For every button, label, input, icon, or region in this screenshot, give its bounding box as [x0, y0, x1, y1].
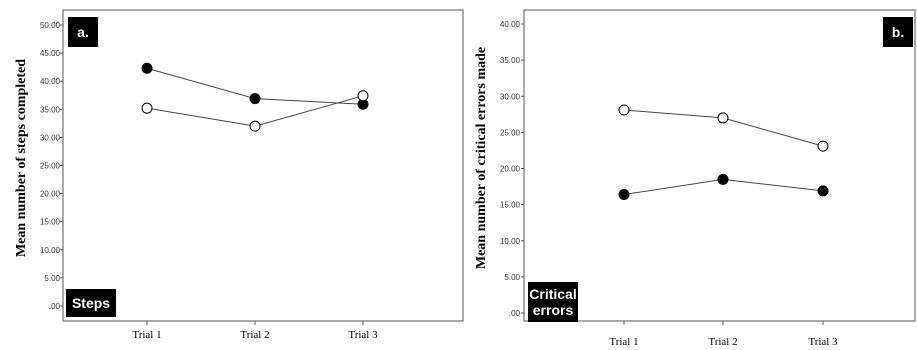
- data-point-open: [141, 102, 153, 114]
- measure-badge-box: [528, 282, 578, 322]
- y-tick-label: .00: [509, 309, 521, 318]
- data-point-filled: [249, 93, 261, 105]
- x-tick-label: Trial 3: [808, 336, 838, 348]
- y-tick-label: 25.00: [40, 162, 61, 171]
- x-tick-label: Trial 1: [609, 336, 638, 348]
- y-tick-label: 10.00: [40, 246, 61, 255]
- y-tick-label: 5.00: [504, 273, 520, 282]
- y-tick-label: 40.00: [500, 20, 521, 29]
- y-tick-label: 20.00: [500, 165, 521, 174]
- y-tick-label: 50.00: [40, 21, 61, 30]
- data-point-open: [717, 112, 729, 124]
- data-point-open: [817, 140, 829, 152]
- y-tick-label: 45.00: [40, 49, 61, 58]
- y-tick-label: 40.00: [40, 77, 61, 86]
- panel-label-box: [68, 17, 98, 47]
- y-tick-label: 15.00: [500, 201, 521, 210]
- panel-label: a.: [77, 24, 89, 40]
- panel-label: b.: [892, 24, 904, 40]
- y-tick-label: 30.00: [500, 92, 521, 101]
- data-point-filled: [141, 62, 153, 74]
- y-tick-label: 25.00: [500, 128, 521, 137]
- data-point-filled: [717, 173, 729, 185]
- measure-badge-label: Critical: [529, 286, 576, 302]
- y-tick-label: 35.00: [500, 56, 521, 65]
- y-axis-label: Mean number of steps completed: [14, 59, 29, 257]
- measure-badge-box: [66, 289, 116, 317]
- y-tick-label: 15.00: [40, 218, 61, 227]
- plot-frame: [523, 9, 916, 322]
- y-tick-label: 30.00: [40, 133, 61, 142]
- y-tick-label: .00: [49, 302, 61, 311]
- x-tick-label: Trial 2: [708, 336, 737, 348]
- y-tick-label: 5.00: [44, 274, 60, 283]
- panel-label-box: [883, 17, 913, 47]
- data-point-filled: [817, 185, 829, 197]
- x-tick-label: Trial 2: [240, 329, 269, 341]
- panel-b: .00 5.00 10.00 15.00 20.00 25.00 30.00 35.00 40.…: [474, 9, 916, 348]
- y-axis-label: Mean number of critical errors made: [474, 47, 489, 269]
- y-tick-label: 35.00: [40, 105, 61, 114]
- panel-a: .00 5.00 10.00 15.00 20.00 25.00 30.00 35.00 40.…: [14, 9, 464, 341]
- data-point-open: [249, 120, 261, 132]
- measure-badge-label: Steps: [72, 295, 110, 311]
- data-point-open: [618, 104, 630, 116]
- data-point-filled: [618, 189, 630, 201]
- data-point-open: [357, 90, 369, 102]
- measure-badge-label: errors: [533, 302, 574, 318]
- y-tick-label: 10.00: [500, 237, 521, 246]
- x-tick-label: Trial 3: [348, 329, 378, 341]
- y-tick-label: 20.00: [40, 190, 61, 199]
- plot-frame: [62, 9, 464, 322]
- x-tick-label: Trial 1: [132, 329, 161, 341]
